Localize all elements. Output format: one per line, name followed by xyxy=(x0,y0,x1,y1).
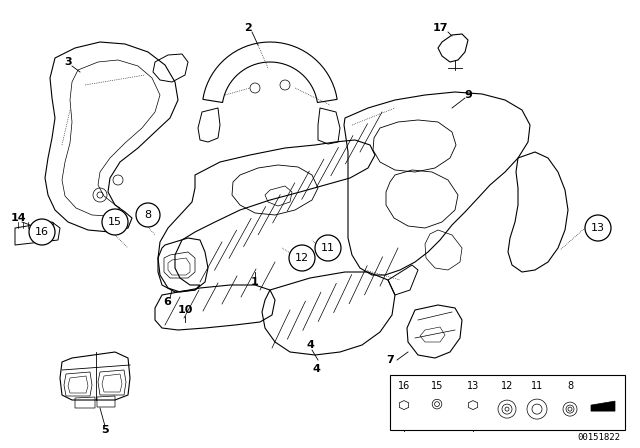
Polygon shape xyxy=(591,401,615,411)
Circle shape xyxy=(136,203,160,227)
Text: 4: 4 xyxy=(312,364,320,374)
Circle shape xyxy=(585,215,611,241)
Text: 13: 13 xyxy=(467,381,479,391)
Text: 14: 14 xyxy=(10,213,26,223)
Text: 11: 11 xyxy=(531,381,543,391)
Text: 5: 5 xyxy=(101,425,109,435)
Circle shape xyxy=(102,209,128,235)
Text: 17: 17 xyxy=(432,23,448,33)
Text: 16: 16 xyxy=(398,381,410,391)
Text: 11: 11 xyxy=(321,243,335,253)
Text: 12: 12 xyxy=(501,381,513,391)
Text: 15: 15 xyxy=(108,217,122,227)
Circle shape xyxy=(505,407,509,411)
Bar xyxy=(390,375,625,430)
Circle shape xyxy=(568,407,572,411)
Text: 8: 8 xyxy=(145,210,152,220)
Text: 9: 9 xyxy=(464,90,472,100)
Circle shape xyxy=(29,219,55,245)
Text: 8: 8 xyxy=(567,381,573,391)
Text: 12: 12 xyxy=(295,253,309,263)
Text: 1: 1 xyxy=(251,277,259,287)
Text: 4: 4 xyxy=(306,340,314,350)
Circle shape xyxy=(315,235,341,261)
Text: 3: 3 xyxy=(64,57,72,67)
Circle shape xyxy=(289,245,315,271)
Text: 6: 6 xyxy=(163,297,171,307)
Text: 2: 2 xyxy=(244,23,252,33)
Text: 7: 7 xyxy=(386,355,394,365)
Text: 16: 16 xyxy=(35,227,49,237)
Text: 10: 10 xyxy=(177,305,193,315)
Text: 15: 15 xyxy=(431,381,443,391)
Text: 00151822: 00151822 xyxy=(577,433,620,442)
Text: 13: 13 xyxy=(591,223,605,233)
